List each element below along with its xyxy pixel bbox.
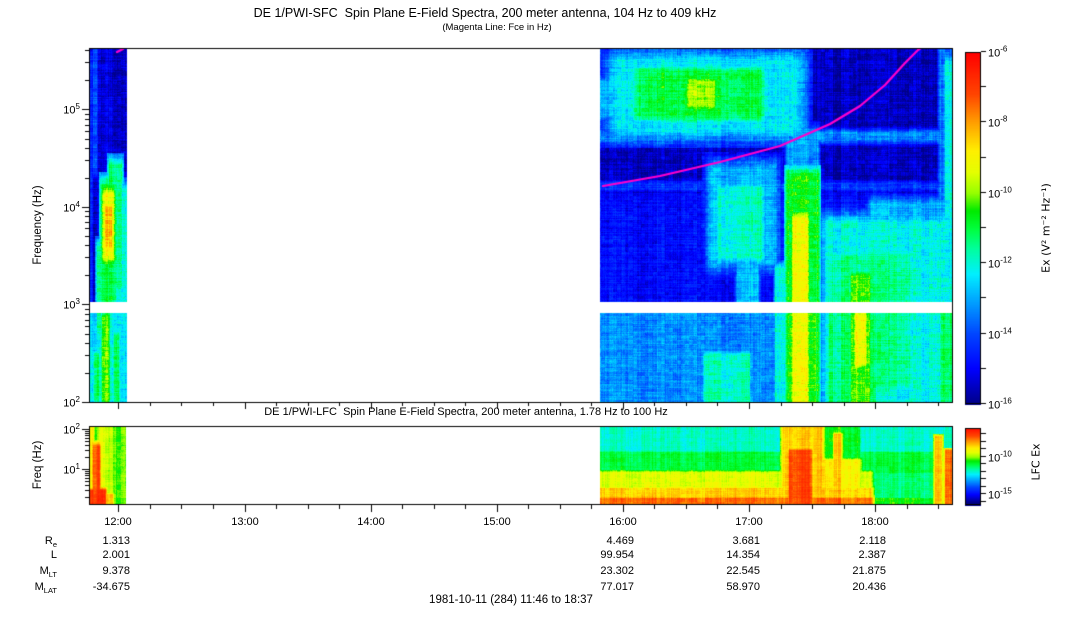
x-tick-label: 12:00 <box>104 516 132 528</box>
colorbar-tick-label: 10-6 <box>988 44 1008 60</box>
ephemeris-row-label: Re <box>44 535 57 550</box>
x-tick-label: 13:00 <box>231 516 259 528</box>
x-tick-label: 15:00 <box>483 516 511 528</box>
sfc-panel-subtitle: (Magenta Line: Fce in Hz) <box>442 22 552 33</box>
lfc-colorbar-label: LFC Ex <box>1029 443 1043 481</box>
ephemeris-value: 2.001 <box>102 549 130 561</box>
ephemeris-value: 58.970 <box>726 581 760 593</box>
colorbar-tick-label: 10-10 <box>988 185 1012 201</box>
sfc-colorbar-label: Ex (V² m⁻² Hz⁻¹) <box>1039 183 1053 273</box>
colorbar-tick-label: 10-15 <box>988 487 1012 502</box>
colorbar-tick-label: 10-8 <box>988 115 1008 130</box>
ephemeris-value: 99.954 <box>600 549 634 561</box>
sfc-y-axis-label: Frequency (Hz) <box>32 185 44 265</box>
ephemeris-value: 22.545 <box>726 565 760 577</box>
sfc-panel-title: DE 1/PWI-SFC Spin Plane E-Field Spectra,… <box>253 6 717 20</box>
x-tick-label: 16:00 <box>609 516 637 528</box>
lfc-panel-title: DE 1/PWI-LFC Spin Plane E-Field Spectra,… <box>264 406 668 418</box>
y-tick-label: 104 <box>63 200 80 215</box>
y-tick-label: 102 <box>63 422 80 437</box>
ephemeris-value: -34.675 <box>92 581 130 593</box>
colorbar-tick-label: 10-12 <box>988 255 1012 271</box>
ephemeris-value: 1.313 <box>102 535 130 547</box>
x-tick-label: 18:00 <box>861 516 889 528</box>
ephemeris-value: 77.017 <box>600 581 634 593</box>
x-tick-label: 14:00 <box>357 516 385 528</box>
y-tick-label: 102 <box>63 395 80 410</box>
ephemeris-value: 9.378 <box>102 565 130 577</box>
ephemeris-row-label: MLAT <box>34 581 57 596</box>
ephemeris-value: 23.302 <box>600 565 634 577</box>
y-tick-label: 105 <box>63 102 80 117</box>
colorbar-tick-label: 10-10 <box>988 449 1012 464</box>
ephemeris-value: 21.875 <box>852 565 886 577</box>
colorbar-tick-label: 10-14 <box>988 326 1012 341</box>
ephemeris-row-label: MLT <box>39 565 57 580</box>
ephemeris-value: 20.436 <box>852 581 886 593</box>
ephemeris-value: 4.469 <box>606 535 634 547</box>
y-tick-label: 101 <box>63 462 80 477</box>
ephemeris-value: 14.354 <box>726 549 760 561</box>
y-tick-label: 103 <box>63 297 80 312</box>
date-range-label: 1981-10-11 (284) 11:46 to 18:37 <box>429 594 593 606</box>
x-tick-label: 17:00 <box>735 516 763 528</box>
colorbar-tick-label: 10-16 <box>988 396 1012 412</box>
ephemeris-value: 2.387 <box>858 549 886 561</box>
ephemeris-value: 3.681 <box>732 535 760 547</box>
ephemeris-value: 2.118 <box>859 535 886 547</box>
ephemeris-row-label: L <box>50 549 57 561</box>
